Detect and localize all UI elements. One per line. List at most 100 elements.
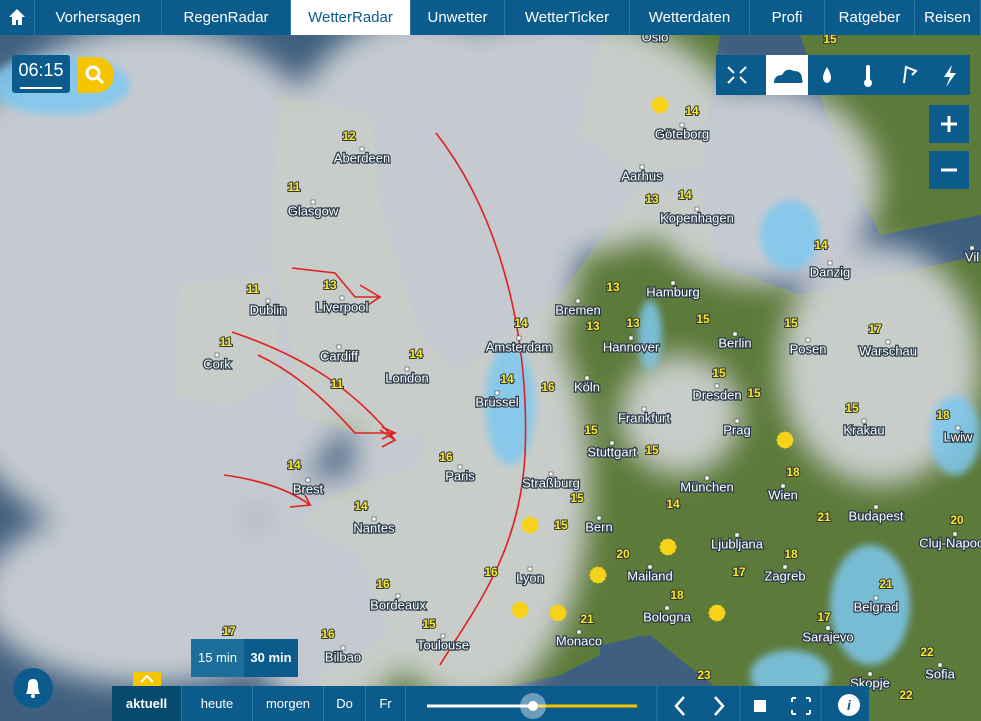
temperature-label: 18	[936, 408, 950, 422]
temperature-label: 18	[786, 465, 800, 479]
home-button[interactable]	[0, 0, 35, 35]
day-tab[interactable]: Do	[324, 686, 366, 721]
temperature-label: 15	[747, 386, 761, 400]
city-label: Lwiw	[944, 429, 974, 444]
alert-button[interactable]	[13, 668, 53, 708]
temperature-label: 14	[354, 499, 368, 513]
day-tab[interactable]: morgen	[253, 686, 324, 721]
temperature-label: 11	[247, 282, 260, 296]
city-label: Aberdeen	[334, 150, 390, 165]
city-label: Monaco	[556, 633, 602, 648]
temperature-label: 20	[950, 513, 964, 527]
nav-tab[interactable]: Unwetter	[411, 0, 505, 35]
search-button[interactable]	[78, 57, 114, 93]
city-label: Krakau	[843, 422, 884, 437]
temperature-label: 13	[645, 192, 659, 206]
city-marker	[440, 633, 446, 639]
city-marker	[782, 564, 788, 570]
city-marker	[609, 440, 615, 446]
city-marker	[714, 383, 720, 389]
city-marker	[647, 564, 653, 570]
nav-tab[interactable]: Profi	[750, 0, 825, 35]
sun-icon	[549, 604, 567, 622]
city-label: Posen	[790, 341, 827, 356]
expand-tab[interactable]	[133, 672, 161, 686]
nav-tab[interactable]: Reisen	[915, 0, 981, 35]
sun-icon	[708, 604, 726, 622]
timeline-bar: aktuell heute morgen Do Fr	[112, 686, 869, 721]
city-marker	[670, 280, 676, 286]
temperature-label: 11	[288, 180, 301, 194]
city-label: Zagreb	[764, 568, 805, 583]
city-label: München	[680, 479, 733, 494]
temperature-label: 15	[696, 312, 710, 326]
timeline-controls: i	[427, 686, 860, 721]
temperature-label: 22	[899, 688, 913, 702]
nav-tab[interactable]: Vorhersagen	[35, 0, 162, 35]
city-label: Belgrad	[854, 599, 899, 614]
city-label: Bern	[585, 519, 612, 534]
city-marker	[596, 515, 602, 521]
nav-tab[interactable]: RegenRadar	[162, 0, 291, 35]
temperature-label: 21	[817, 510, 831, 524]
time-display[interactable]: 06:15	[12, 55, 70, 93]
svg-text:i: i	[847, 697, 852, 713]
temperature-label: 23	[697, 668, 711, 682]
sun-icon	[511, 601, 529, 619]
day-tab[interactable]: Fr	[366, 686, 406, 721]
search-icon	[85, 65, 105, 85]
city-label: Aarhus	[621, 168, 663, 183]
city-marker	[639, 164, 645, 170]
city-label: Cluj-Napoca	[919, 535, 981, 550]
city-marker	[873, 595, 879, 601]
city-label: London	[385, 370, 428, 385]
temperature-label: 11	[220, 335, 233, 349]
city-label: Hannover	[603, 339, 660, 354]
city-marker	[873, 504, 879, 510]
city-label: Hamburg	[646, 284, 699, 299]
nav-tab[interactable]: WetterRadar	[291, 0, 411, 35]
temperature-label: 13	[626, 316, 640, 330]
city-label: Liverpool	[316, 299, 369, 314]
city-label: Amsterdam	[486, 339, 552, 354]
sun-icon	[521, 516, 539, 534]
temperature-label: 15	[784, 316, 798, 330]
day-tab[interactable]: aktuell	[112, 686, 182, 721]
interval-button[interactable]: 15 min	[191, 639, 244, 677]
interval-button[interactable]: 30 min	[244, 639, 298, 677]
top-nav: Vorhersagen RegenRadar WetterRadar Unwetter…	[0, 0, 981, 35]
city-label: Kopenhagen	[660, 210, 734, 225]
temperature-label: 18	[670, 588, 684, 602]
city-marker	[952, 531, 958, 537]
temperature-label: 13	[606, 280, 620, 294]
temperature-label: 11	[331, 377, 344, 391]
city-marker	[937, 662, 943, 668]
zoom-out[interactable]	[929, 151, 969, 189]
city-marker	[694, 206, 700, 212]
layer-toolbar	[716, 55, 970, 95]
temperature-label: 15	[712, 366, 726, 380]
sun-icon	[659, 538, 677, 556]
city-label: Ljubljana	[711, 536, 764, 551]
city-marker	[825, 625, 831, 631]
nav-tab[interactable]: Wetterdaten	[630, 0, 750, 35]
city-label: Frankfurt	[618, 410, 670, 425]
zoom-in[interactable]	[929, 105, 969, 143]
city-marker	[576, 629, 582, 635]
city-label: Danzig	[810, 264, 850, 279]
city-marker	[969, 245, 975, 251]
day-tab[interactable]: heute	[182, 686, 253, 721]
city-label: Prag	[723, 422, 750, 437]
nav-tab[interactable]: WetterTicker	[505, 0, 630, 35]
temperature-label: 15	[422, 617, 436, 631]
city-label: Berlin	[718, 335, 751, 350]
fronts	[223, 132, 527, 666]
city-marker	[867, 671, 873, 677]
temperature-label: 13	[586, 319, 600, 333]
city-label: Toulouse	[417, 637, 469, 652]
nav-tab[interactable]: Ratgeber	[825, 0, 915, 35]
city-label: Oslo	[642, 35, 669, 44]
city-marker	[371, 516, 377, 522]
layer-icons[interactable]	[716, 55, 970, 95]
temperature-label: 17	[817, 610, 831, 624]
